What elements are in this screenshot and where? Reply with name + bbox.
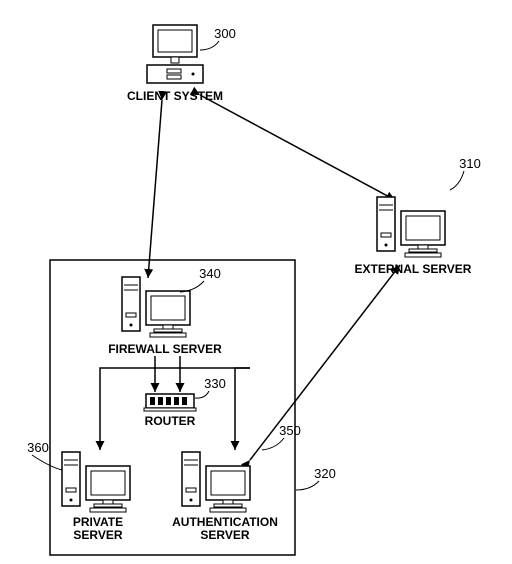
node-label: SERVER: [73, 528, 122, 542]
ref-number: 350: [279, 423, 301, 438]
ref-number: 300: [214, 26, 236, 41]
edge: [200, 95, 395, 200]
ref-leader: [195, 391, 209, 398]
desktop-icon: [147, 25, 203, 83]
edge: [235, 368, 250, 450]
server-icon: [377, 197, 445, 257]
edge: [100, 368, 122, 450]
edge: [250, 265, 400, 460]
ref-leader: [296, 481, 319, 490]
ref-leader: [32, 455, 62, 470]
node-label: SERVER: [200, 528, 249, 542]
ref-number: 310: [459, 156, 481, 171]
node-label: EXTERNAL SERVER: [355, 262, 472, 276]
edge: [148, 100, 162, 278]
server-icon: [62, 452, 130, 512]
node-label: AUTHENTICATION: [172, 515, 278, 529]
node-label: FIREWALL SERVER: [108, 342, 222, 356]
server-icon: [122, 277, 190, 337]
network-diagram: CLIENT SYSTEM 300 EXTERNAL SERVER 310 FIREWA…: [0, 0, 512, 564]
ref-number: 340: [199, 266, 221, 281]
node-label: PRIVATE: [73, 515, 123, 529]
node-label: ROUTER: [145, 414, 196, 428]
ref-number: 320: [314, 466, 336, 481]
server-icon: [182, 452, 250, 512]
router-icon: [144, 394, 196, 411]
ref-leader: [450, 171, 464, 190]
ref-number: 360: [27, 440, 49, 455]
ref-leader: [200, 41, 219, 50]
node-label: CLIENT SYSTEM: [127, 89, 223, 103]
ref-number: 330: [204, 376, 226, 391]
